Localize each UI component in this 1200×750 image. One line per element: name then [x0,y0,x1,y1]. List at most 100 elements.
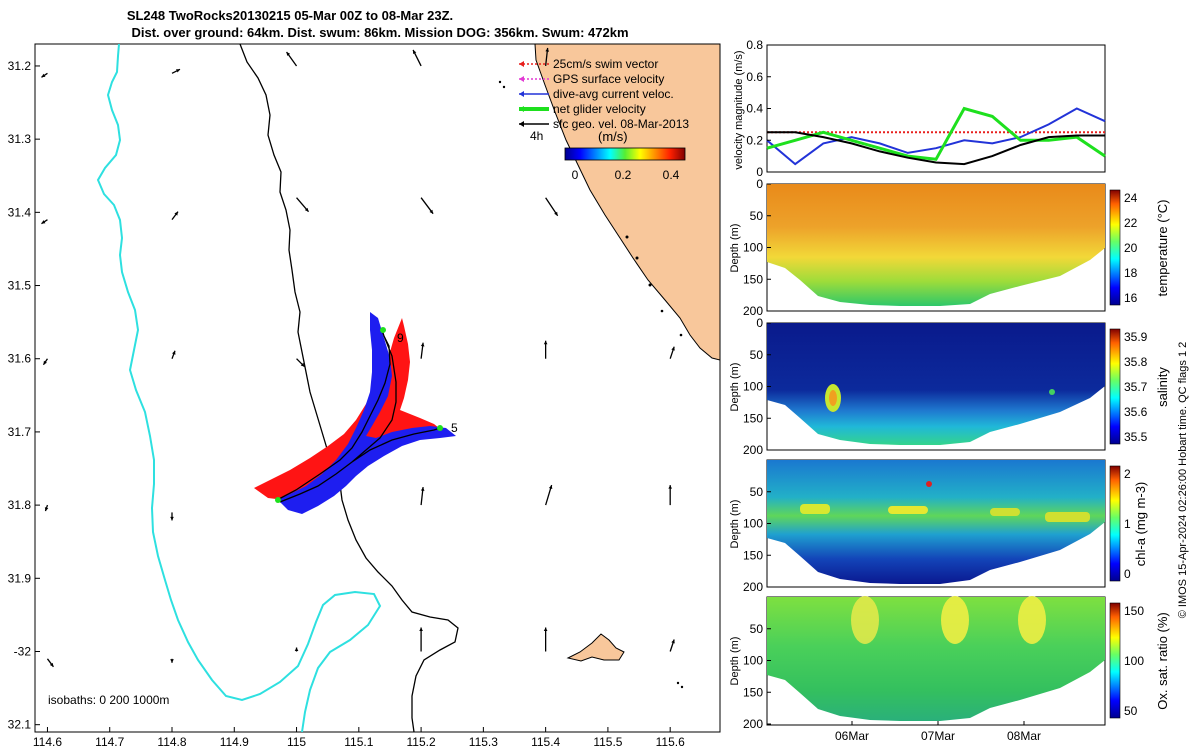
depth-ytick-label: 200 [743,717,763,731]
speed-colorbar [564,147,686,161]
map-ytick-label: 31.5 [8,279,32,293]
colorbar-tick-label: 100 [1124,654,1144,668]
sfc-geo-vector [41,72,48,78]
map-ytick-label: 31.8 [8,498,32,512]
temperature-colorbar [1109,189,1121,306]
sfc-geo-vector [296,197,310,213]
depth-ytick-label: 50 [750,622,764,636]
colorbar-tick-label: 35.5 [1124,430,1148,444]
colorbar-tick-label: 0.4 [663,168,680,182]
sfc-geo-vector [170,658,174,663]
sfc-geo-vector [171,350,176,359]
sfc-geo-vector [171,211,179,221]
date-tick-label: 07Mar [921,729,955,743]
sfc-geo-vector [545,197,559,217]
colorbar-tick-label: 35.8 [1124,355,1148,369]
salinity-cbar-label: salinity [1155,367,1170,407]
vel-ytick-label: 0.2 [746,133,763,147]
map-ytick-label: 32.1 [8,718,32,732]
map-xtick-label: 114.7 [95,735,124,749]
salinity-colorbar [1109,328,1121,445]
legend-item: 25cm/s swim vector [519,57,658,71]
sfc-geo-vector [171,68,181,74]
sfc-geo-vector [420,342,425,359]
sfc-geo-vector [669,639,675,652]
chla-colorbar [1109,465,1121,582]
date-tick-label: 08Mar [1007,729,1041,743]
colorbar-tick-label: 35.9 [1124,330,1148,344]
sfc-geo-vector [46,658,54,668]
legend-label: net glider velocity [553,102,646,116]
depth-ytick-label: 0 [756,177,763,191]
sfc-geo-vector [419,627,423,652]
velocity-panel: 0 0.2 0.4 0.6 0.8 velocity magnitude (m/s) [733,38,1106,179]
map-xtick-label: 115.2 [407,735,436,749]
colorbar-tick-label: 20 [1124,241,1138,255]
legend-item: GPS surface velocity [519,72,664,86]
sfc-geo-vector [545,484,553,506]
colorbar-tick-label: 0 [1124,567,1131,581]
map-ytick-label: 31.9 [8,571,32,585]
track-label-5: 5 [451,421,458,435]
depth-ytick-label: 150 [743,411,763,425]
oxygen-colorbar [1109,602,1121,719]
chla-cbar-label: chl-a (mg m-3) [1133,482,1148,567]
chla-depth-ylabel: Depth (m) [729,500,741,549]
depth-ytick-label: 150 [743,548,763,562]
depth-ytick-label: 150 [743,272,763,286]
depth-ytick-label: 100 [743,241,763,255]
sfc-geo-vector [543,340,548,359]
map-xtick-label: 115 [287,735,306,749]
map-xtick-label: 115.6 [656,735,685,749]
temperature-panel: 0 50 100 150 200 Depth (m) 24 22 20 18 16 temper… [729,177,1170,318]
vel-ytick-label: 0.4 [746,102,763,116]
track-label-9: 9 [397,331,404,345]
sfc-geo-vector [420,197,434,215]
track-start-marker [275,497,281,503]
oxygen-panel: 50 100 150 200 Depth (m) 150 100 50 Ox. sat. … [729,596,1170,743]
sfc-geo-vector [420,487,425,506]
depth-ytick-label: 100 [743,517,763,531]
map-ytick-label: -32 [14,644,32,658]
colorbar-tick-label: 0.2 [615,168,632,182]
vel-ytick-label: 0.8 [746,38,763,52]
oxygen-cbar-label: Ox. sat. ratio (%) [1155,612,1170,710]
glider-track [276,329,441,503]
legend-item: dive-avg current veloc. [519,87,674,101]
depth-ytick-label: 100 [743,654,763,668]
map-xtick-label: 115.3 [469,735,498,749]
track-marker-5 [437,425,443,431]
map-xtick-label: 114.6 [33,735,62,749]
map-xtick-label: 114.8 [157,735,186,749]
sfc-geo-vector [294,647,299,652]
colorbar-tick-label: 16 [1124,291,1138,305]
current-vector-swath [278,312,456,514]
depth-ytick-label: 50 [750,485,764,499]
velocity-series-line [766,107,1106,166]
sfc-geo-vector [286,51,298,67]
map-xtick-label: 114.9 [220,735,249,749]
coastline-land [534,44,720,361]
island [566,633,625,662]
depth-ytick-label: 200 [743,304,763,318]
temperature-depth-ylabel: Depth (m) [729,224,741,273]
map-xtick-label: 115.5 [593,735,622,749]
colorbar-tick-label: 50 [1124,704,1138,718]
sfc-geo-vector [170,512,174,521]
sfc-geo-vector [42,358,48,366]
footer-note: © IMOS 15-Apr-2024 02:26:00 Hobart time.… [1177,342,1189,619]
map-ytick-label: 31.3 [8,132,32,146]
sfc-geo-vector [44,504,49,512]
vel-ytick-label: 0.6 [746,70,763,84]
sfc-geo-vector [668,485,672,506]
colorbar-tick-label: 35.6 [1124,405,1148,419]
legend-item: sfc geo. vel. 08-Mar-2013 [519,117,689,131]
depth-ytick-label: 50 [750,348,764,362]
velocity-ylabel: velocity magnitude (m/s) [733,50,745,169]
depth-ytick-label: 100 [743,380,763,394]
map-ytick-label: 31.7 [8,425,32,439]
colorbar-tick-label: 1 [1124,517,1131,531]
sfc-geo-vector [544,47,550,67]
sfc-geo-vector [543,627,548,652]
